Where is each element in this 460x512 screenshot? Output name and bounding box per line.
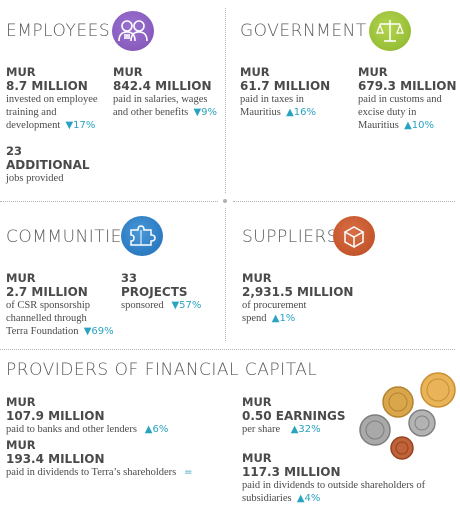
suppliers-title: SUPPLIERS — [242, 227, 339, 247]
change-indicator: ▲6% — [144, 424, 169, 435]
vertical-divider-mid — [225, 208, 226, 341]
communities-item-csr: MUR 2.7 MILLION of CSR sponsorship chann… — [6, 272, 124, 338]
currency-label: MUR — [242, 271, 272, 285]
count-label: 23 — [6, 144, 23, 158]
amount-value: 842.4 MILLION — [113, 79, 212, 93]
description: sponsored ▼57% — [121, 300, 202, 311]
financial-item-dividends-outside: MUR 117.3 MILLION paid in dividends to o… — [242, 452, 457, 505]
amount-value: 107.9 MILLION — [6, 409, 105, 423]
people-icon — [112, 11, 154, 51]
currency-label: MUR — [242, 451, 272, 465]
currency-label: MUR — [242, 395, 272, 409]
horizontal-divider-top-left — [0, 201, 218, 202]
amount-value: PROJECTS — [121, 285, 188, 299]
amount-value: 117.3 MILLION — [242, 465, 341, 479]
description: of CSR sponsorship channelled through Te… — [6, 300, 114, 337]
employees-title: EMPLOYEES — [6, 21, 111, 41]
description: paid in taxes in Mauritius ▲16% — [240, 94, 317, 118]
government-title: GOVERNMENT — [240, 21, 367, 41]
suppliers-item-procurement: MUR 2,931.5 MILLION of procurement spend… — [242, 272, 382, 325]
coins-icon — [358, 372, 458, 462]
count-label: 33 — [121, 271, 138, 285]
currency-label: MUR — [6, 438, 36, 452]
description: invested on employee training and develo… — [6, 94, 98, 131]
change-indicator: ▲10% — [404, 120, 435, 131]
amount-value: 8.7 MILLION — [6, 79, 88, 93]
employees-item-training: MUR 8.7 MILLION invested on employee tra… — [6, 66, 114, 132]
amount-value: 679.3 MILLION — [358, 79, 457, 93]
amount-value: 193.4 MILLION — [6, 452, 105, 466]
amount-value: ADDITIONAL — [6, 158, 90, 172]
currency-label: MUR — [6, 271, 36, 285]
amount-value: 2,931.5 MILLION — [242, 285, 354, 299]
change-indicator: ▲4% — [296, 493, 321, 504]
box-icon — [333, 216, 375, 256]
change-indicator: ▼17% — [65, 120, 96, 131]
communities-title: COMMUNITIES — [6, 227, 134, 247]
horizontal-divider-bottom — [0, 349, 455, 350]
currency-label: MUR — [6, 395, 36, 409]
description: paid in dividends to Terra’s shareholder… — [6, 467, 193, 478]
change-indicator: ▼9% — [193, 107, 218, 118]
change-indicator: ▲16% — [286, 107, 317, 118]
puzzle-icon — [121, 216, 163, 256]
description: jobs provided — [6, 173, 64, 184]
currency-label: MUR — [240, 65, 270, 79]
horizontal-divider-top-right — [233, 201, 455, 202]
financial-item-earnings: MUR 0.50 EARNINGS per share ▲32% — [242, 396, 362, 436]
description: of procurement spend ▲1% — [242, 300, 307, 324]
financial-item-lenders: MUR 107.9 MILLION paid to banks and othe… — [6, 396, 226, 436]
employees-item-jobs: 23 ADDITIONAL jobs provided — [6, 145, 116, 185]
currency-label: MUR — [6, 65, 36, 79]
description: paid in dividends to outside shareholder… — [242, 480, 426, 504]
description: per share ▲32% — [242, 424, 321, 435]
description: paid in customs and excise duty in Mauri… — [358, 94, 442, 131]
description: paid in salaries, wages and other benefi… — [113, 94, 218, 118]
divider-center-dot — [223, 199, 227, 203]
change-indicator: ▲1% — [271, 313, 296, 324]
change-indicator: = — [184, 467, 193, 478]
change-indicator: ▲32% — [290, 424, 321, 435]
change-indicator: ▼57% — [171, 300, 202, 311]
currency-label: MUR — [358, 65, 388, 79]
currency-label: MUR — [113, 65, 143, 79]
employees-item-salaries: MUR 842.4 MILLION paid in salaries, wage… — [113, 66, 225, 119]
amount-value: 0.50 EARNINGS — [242, 409, 346, 423]
financial-capital-title: PROVIDERS OF FINANCIAL CAPITAL — [6, 360, 318, 380]
communities-item-projects: 33 PROJECTS sponsored ▼57% — [121, 272, 221, 312]
vertical-divider-top — [225, 8, 226, 193]
government-item-taxes: MUR 61.7 MILLION paid in taxes in Maurit… — [240, 66, 352, 119]
change-indicator: ▼69% — [83, 326, 114, 337]
description: paid to banks and other lenders ▲6% — [6, 424, 169, 435]
government-item-customs: MUR 679.3 MILLION paid in customs and ex… — [358, 66, 458, 132]
financial-item-dividends-terra: MUR 193.4 MILLION paid in dividends to T… — [6, 439, 230, 479]
amount-value: 61.7 MILLION — [240, 79, 331, 93]
amount-value: 2.7 MILLION — [6, 285, 88, 299]
scales-icon — [369, 11, 411, 51]
